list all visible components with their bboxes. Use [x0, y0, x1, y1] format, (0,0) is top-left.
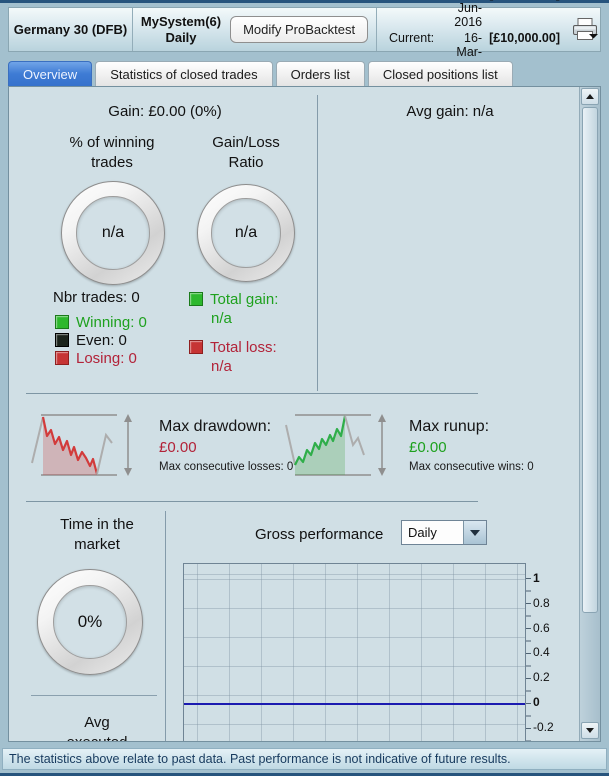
legend-item-losing: Losing: 0 — [55, 349, 147, 367]
modify-probacktest-button[interactable]: Modify ProBacktest — [230, 16, 369, 43]
start-date: 08-Jun-2016 — [454, 0, 483, 29]
vertical-scrollbar[interactable] — [579, 87, 600, 741]
y-tick-label: 0.8 — [533, 596, 550, 610]
scroll-down-icon[interactable] — [581, 722, 599, 739]
legend-item-winning: Winning: 0 — [55, 313, 147, 331]
total-loss-swatch — [189, 340, 203, 354]
instrument-name: Germany 30 (DFB) — [13, 22, 128, 37]
status-text: The statistics above relate to past data… — [9, 752, 511, 766]
current-amount: [£10,000.00] — [489, 30, 560, 45]
time-in-market-gauge: 0% — [37, 569, 143, 675]
gross-performance-label: Gross performance — [255, 526, 384, 543]
period-select[interactable]: Daily — [401, 520, 487, 545]
header-bar: Germany 30 (DFB) MySystem(6) Daily Modif… — [8, 0, 601, 73]
current-label: Current: — [389, 30, 435, 45]
y-tick-label: 0.6 — [533, 621, 550, 635]
y-tick-label: -0.2 — [533, 720, 554, 734]
gain-loss-gauge: n/a — [197, 184, 295, 282]
top-section-divider — [317, 95, 318, 391]
time-in-market-value: 0% — [77, 612, 103, 631]
trade-legend: Winning: 0 Even: 0 Losing: 0 — [55, 313, 147, 367]
max-drawdown-block: Max drawdown: £0.00 Max consecutive loss… — [159, 417, 293, 475]
y-axis-ticks — [526, 578, 531, 741]
system-name-line: MySystem(6) — [140, 13, 222, 29]
winning-trades-gauge: n/a — [61, 181, 165, 285]
tab-bar: Overview Statistics of closed trades Ord… — [8, 61, 513, 86]
scroll-up-icon[interactable] — [581, 88, 599, 105]
max-drawdown-label: Max drawdown: — [159, 418, 272, 435]
max-drawdown-value: £0.00 — [159, 439, 197, 456]
bottom-section-divider — [165, 511, 166, 741]
period-select-value: Daily — [408, 525, 437, 540]
section-divider-2 — [26, 501, 478, 502]
window-bottom-border — [0, 773, 609, 776]
tab-statistics-of-closed-trades[interactable]: Statistics of closed trades — [95, 61, 273, 86]
y-tick-label: 0.4 — [533, 645, 550, 659]
left-column-divider — [31, 695, 157, 696]
printer-icon[interactable] — [570, 17, 600, 43]
tab-closed-positions-list[interactable]: Closed positions list — [367, 61, 513, 86]
chevron-down-icon — [463, 521, 486, 544]
time-in-market-title: Time in the market — [60, 516, 134, 553]
max-runup-value: £0.00 — [409, 439, 447, 456]
gain-loss-gauge-value: n/a — [234, 223, 258, 241]
y-tick-label: 0 — [533, 695, 540, 709]
system-timeframe: Daily — [165, 29, 197, 45]
winning-color-swatch — [55, 315, 69, 329]
max-consecutive-wins: Max consecutive wins: 0 — [409, 461, 534, 473]
max-consecutive-losses: Max consecutive losses: 0 — [159, 461, 294, 473]
performance-line — [184, 703, 525, 705]
system-cell: MySystem(6) Daily Modify ProBacktest — [133, 8, 377, 51]
avg-executed-label: Avg executed — [67, 714, 128, 741]
start-amount: [£10,000.00] — [489, 0, 560, 29]
tab-orders-list[interactable]: Orders list — [275, 61, 365, 86]
status-bar: The statistics above relate to past data… — [2, 748, 607, 770]
winning-trades-gauge-title: % of winning trades — [69, 134, 155, 171]
runup-chart-icon — [285, 414, 386, 476]
gain-loss-gauge-title: Gain/Loss Ratio — [212, 134, 280, 171]
max-runup-label: Max runup: — [409, 418, 490, 435]
system-name: MySystem(6) Daily — [141, 14, 221, 46]
total-gain-value: n/a — [211, 310, 232, 327]
even-color-swatch — [55, 333, 69, 347]
tab-overview[interactable]: Overview — [8, 61, 93, 86]
y-tick-label: 1 — [533, 571, 540, 585]
nbr-trades: Nbr trades: 0 — [53, 289, 140, 306]
y-tick-label: 0.2 — [533, 670, 550, 684]
winning-trades-gauge-value: n/a — [101, 224, 125, 241]
instrument-cell: Germany 30 (DFB) — [9, 8, 133, 51]
account-cell: Start: 08-Jun-2016 [£10,000.00] Current:… — [377, 0, 600, 73]
overview-panel: Gain: £0.00 (0%) Avg gain: n/a % of winn… — [8, 86, 601, 742]
avg-gain: Avg gain: n/a — [406, 103, 494, 120]
losing-color-swatch — [55, 351, 69, 365]
drawdown-chart-icon — [31, 414, 132, 476]
totals-block: Total gain: n/a Total loss: n/a — [189, 289, 278, 377]
total-loss-row: Total loss: — [189, 337, 278, 357]
scrollbar-thumb[interactable] — [582, 107, 598, 613]
total-loss-value: n/a — [211, 358, 232, 375]
window-top-border — [0, 0, 609, 3]
legend-item-even: Even: 0 — [55, 331, 147, 349]
section-divider-1 — [26, 393, 478, 394]
gain-summary: Gain: £0.00 (0%) — [108, 103, 222, 120]
max-runup-block: Max runup: £0.00 Max consecutive wins: 0 — [409, 417, 534, 475]
total-gain-row: Total gain: — [189, 289, 278, 309]
total-gain-swatch — [189, 292, 203, 306]
start-label: Start: — [389, 0, 434, 29]
gross-performance-chart — [183, 563, 526, 741]
